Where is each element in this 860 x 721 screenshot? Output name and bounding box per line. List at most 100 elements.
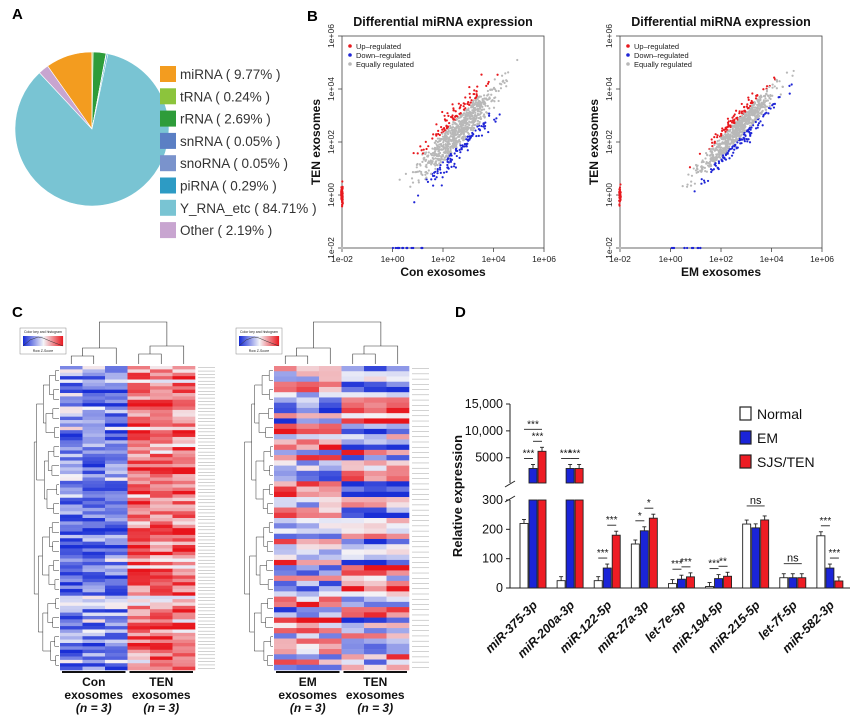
heatmap-cell [274,507,297,514]
data-point [740,111,743,114]
heatmap-cell [274,518,297,524]
legend-swatch-mirna [160,66,176,82]
data-point [438,133,441,137]
legend-entry: Down–regulated [634,51,689,60]
heatmap-cell [82,463,106,468]
heatmap-cell [60,376,83,380]
heatmap-cell [105,585,128,590]
heatmap-cell [127,379,151,384]
heatmap-cell [60,629,83,634]
data-point [487,80,490,84]
data-point [449,135,452,138]
heatmap-cell [127,521,151,526]
data-point [411,171,415,174]
heatmap-cell [105,619,128,624]
heatmap-cell [364,455,387,461]
heatmap-cell [150,592,173,596]
color-key-step [61,336,63,346]
heatmap-cell [127,443,151,448]
heatmap-cell [105,440,128,444]
heatmap-cell [127,615,151,620]
bar-normal [630,543,640,589]
heatmap-cell [274,617,297,624]
heatmap-cell [60,453,83,458]
heatmap-cell [296,386,320,393]
heatmap-cell [150,423,173,428]
heatmap-cell [341,512,365,519]
data-point [762,113,765,117]
heatmap-cell [82,484,106,488]
heatmap-cell [172,629,196,634]
y-axis-label: TEN exosomes [587,99,601,185]
data-point [465,108,469,112]
heatmap-cell [82,659,106,664]
heatmap-cell [127,406,151,411]
bar-em [528,468,538,484]
heatmap-cell [127,484,151,488]
heatmap-cell [172,531,196,536]
data-point [424,158,428,161]
heatmap-cell [386,643,410,650]
data-point [752,121,755,125]
heatmap-cell [341,502,365,508]
color-key-step [23,336,25,346]
heatmap-cell [274,397,297,403]
heatmap-cell [127,568,151,573]
heatmap-cell [172,663,196,667]
dendrogram-branch [149,345,185,364]
data-point [705,162,708,165]
heatmap-cell [386,549,410,555]
heatmap-cell [127,420,151,424]
data-point [498,113,501,116]
data-point [758,114,761,118]
heatmap-cell [150,565,173,569]
data-point [713,141,716,144]
heatmap-cell [341,444,365,451]
data-point [736,138,739,141]
color-key-step [247,336,249,346]
dendrogram-branch [55,655,59,666]
data-point [702,179,706,182]
data-point [422,148,425,151]
heatmap-cell [105,558,128,563]
data-point [474,111,477,114]
legend-swatch-trna [160,88,176,105]
bar-em [751,527,761,589]
data-point [749,108,752,111]
data-point [759,98,762,101]
heatmap-cell [386,570,410,576]
data-point [748,104,752,108]
heatmap-cell [319,544,342,550]
data-point [728,145,731,148]
heatmap-cell [60,450,83,455]
data-point [439,158,443,161]
data-point [703,166,706,169]
significance-label: *** [820,516,832,527]
heatmap-cell [274,476,297,482]
data-point [441,155,445,158]
heatmap-cell [364,428,387,435]
x-tick-label: 1e-02 [609,254,631,264]
heatmap-cell [150,470,173,475]
heatmap-cell [60,436,83,441]
color-key-step [264,336,266,346]
data-point [436,164,439,167]
heatmap-cell [82,514,106,519]
heatmap-cell [172,450,196,455]
data-point [432,184,435,187]
heatmap-cell [364,649,387,655]
heatmap-cell [127,626,151,630]
data-point [728,157,731,160]
heatmap-cell [296,649,320,655]
data-point [751,114,754,117]
heatmap-cell [296,418,320,424]
data-point [454,129,458,132]
data-point [750,109,754,112]
heatmap-cell [341,413,365,419]
heatmap-cell [82,396,106,401]
heatmap-cell [127,467,151,472]
data-point [778,95,781,99]
data-point [772,106,776,109]
data-point [450,145,453,148]
